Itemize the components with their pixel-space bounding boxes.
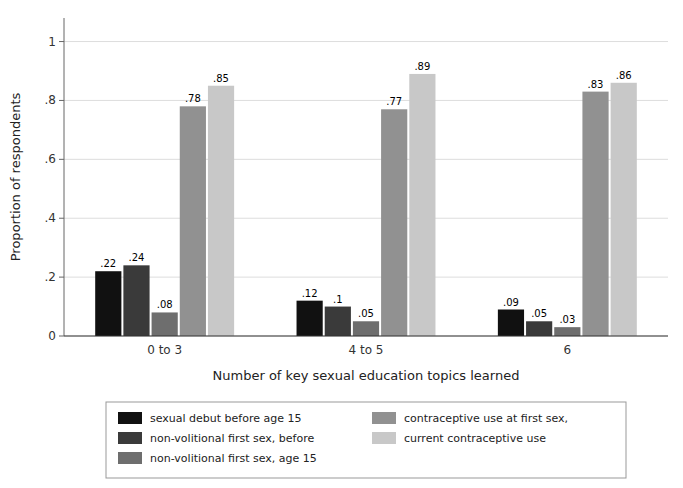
data-label: .1	[333, 294, 343, 305]
bar	[498, 310, 524, 337]
legend-swatch	[118, 412, 142, 424]
x-axis-line	[64, 336, 668, 337]
y-tick	[59, 159, 64, 160]
data-labels: .22 .12 .09 .24 .1 .05 .08 .05 .03 .78 .77 .83 .85 .8…	[100, 61, 631, 325]
bar	[611, 83, 637, 336]
y-tick	[59, 218, 64, 219]
bar	[123, 265, 149, 336]
grid-line	[64, 218, 668, 219]
x-axis-label: Number of key sexual education topics le…	[213, 368, 520, 383]
chart: 0 .2 .4 .6 .8 1 .22 .12 .09 .24 .1 .05 .08 .05 .03 .78.…	[0, 0, 683, 488]
data-label: .24	[129, 252, 145, 263]
legend-label: contraceptive use at first sex,	[404, 412, 568, 425]
y-tick	[59, 277, 64, 278]
bars	[95, 74, 637, 336]
data-label: .78	[185, 93, 201, 104]
legend-swatch	[372, 412, 396, 424]
y-tick	[59, 100, 64, 101]
bar	[582, 92, 608, 336]
bar	[526, 321, 552, 336]
data-label: .12	[302, 288, 318, 299]
x-tick-label: 0 to 3	[147, 343, 182, 357]
bar	[409, 74, 435, 336]
data-label: .85	[213, 73, 229, 84]
data-label: .05	[358, 308, 374, 319]
bar	[353, 321, 379, 336]
data-label: .03	[559, 314, 575, 325]
legend: sexual debut before age 15 non-volitional…	[106, 402, 626, 478]
y-tick-label: .6	[45, 152, 56, 166]
x-tick-label: 6	[564, 343, 572, 357]
y-tick-label: .8	[45, 93, 56, 107]
bar	[297, 301, 323, 336]
bar	[554, 327, 580, 336]
grid-line	[64, 41, 668, 42]
y-tick-label: 0	[48, 329, 56, 343]
legend-swatch	[118, 432, 142, 444]
legend-label: sexual debut before age 15	[150, 412, 301, 425]
x-axis: 0 to 3 4 to 5 6	[64, 336, 668, 357]
bar	[381, 109, 407, 336]
data-label: .89	[414, 61, 430, 72]
y-axis-label: Proportion of respondents	[8, 93, 23, 262]
y-axis: 0 .2 .4 .6 .8 1	[45, 18, 64, 343]
grid-line	[64, 100, 668, 101]
bar	[152, 312, 178, 336]
data-label: .08	[157, 299, 173, 310]
data-label: .77	[386, 96, 402, 107]
legend-label: non-volitional first sex, before	[150, 432, 314, 445]
data-label: .09	[503, 297, 519, 308]
bar	[325, 307, 351, 336]
y-tick-label: .2	[45, 270, 56, 284]
data-label: .05	[531, 308, 547, 319]
bar	[208, 86, 234, 336]
legend-swatch	[118, 452, 142, 464]
legend-swatch	[372, 432, 396, 444]
legend-label: current contraceptive use	[404, 432, 546, 445]
grid-line	[64, 277, 668, 278]
y-tick	[59, 41, 64, 42]
y-tick-label: .4	[45, 211, 56, 225]
grid	[64, 42, 668, 336]
y-tick	[59, 336, 64, 337]
legend-label: non-volitional first sex, age 15	[150, 452, 317, 465]
grid-line	[64, 336, 668, 337]
bar	[180, 106, 206, 336]
bar	[95, 271, 121, 336]
data-label: .86	[616, 70, 632, 81]
grid-line	[64, 159, 668, 160]
data-label: .22	[100, 258, 116, 269]
legend-box	[106, 402, 626, 478]
data-label: .83	[588, 79, 604, 90]
x-tick-label: 4 to 5	[349, 343, 384, 357]
y-tick-label: 1	[48, 35, 56, 49]
y-axis-line	[64, 18, 65, 336]
